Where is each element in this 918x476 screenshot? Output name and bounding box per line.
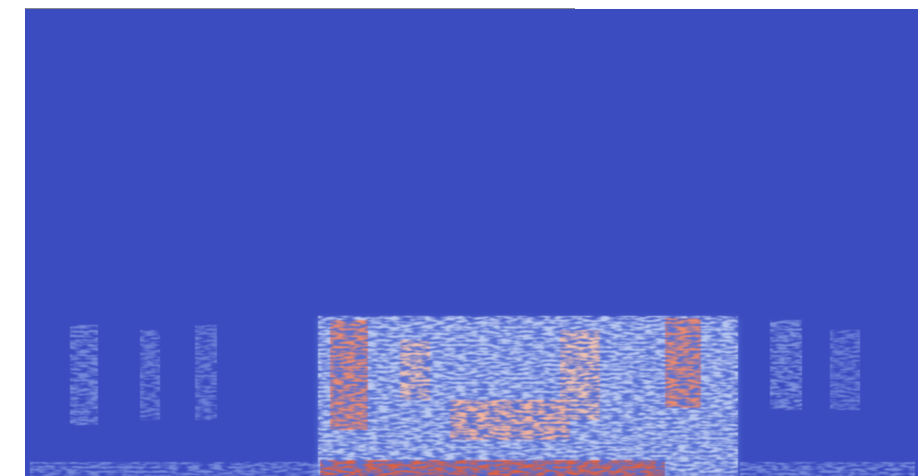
low-frequency-band (320, 460, 665, 476)
speech-energy (318, 316, 738, 476)
noise-patch (140, 330, 160, 420)
formant-patch (450, 400, 570, 440)
noise-patch (195, 325, 217, 420)
noise-patch (830, 330, 860, 410)
page: {} (0, 0, 918, 476)
noise-patch (770, 320, 802, 410)
formant-patch (330, 320, 368, 430)
noise-patch (30, 462, 320, 476)
spectrogram-view (0, 0, 918, 476)
formant-patch (400, 340, 430, 400)
noise-patch (70, 325, 98, 425)
formant-patch (665, 318, 701, 408)
noise-patch (740, 462, 915, 476)
